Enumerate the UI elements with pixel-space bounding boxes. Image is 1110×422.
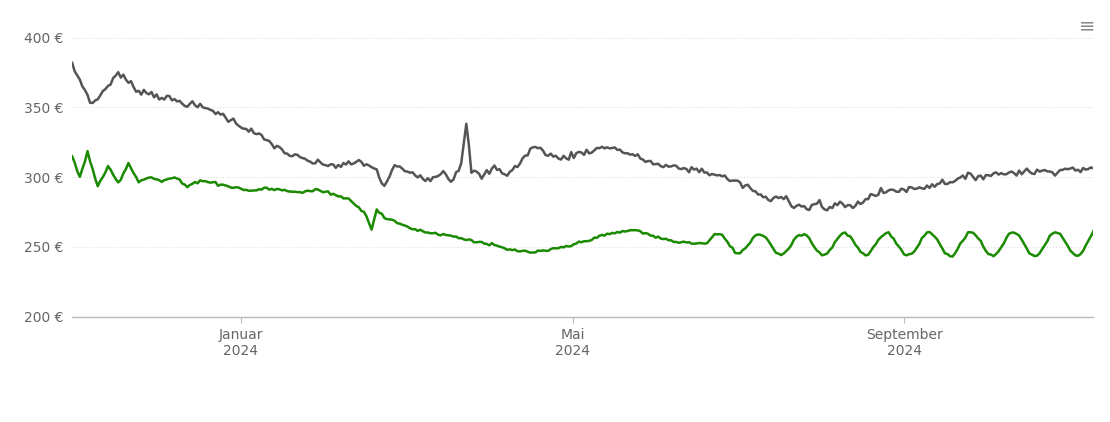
Text: ≡: ≡ — [1079, 17, 1096, 36]
